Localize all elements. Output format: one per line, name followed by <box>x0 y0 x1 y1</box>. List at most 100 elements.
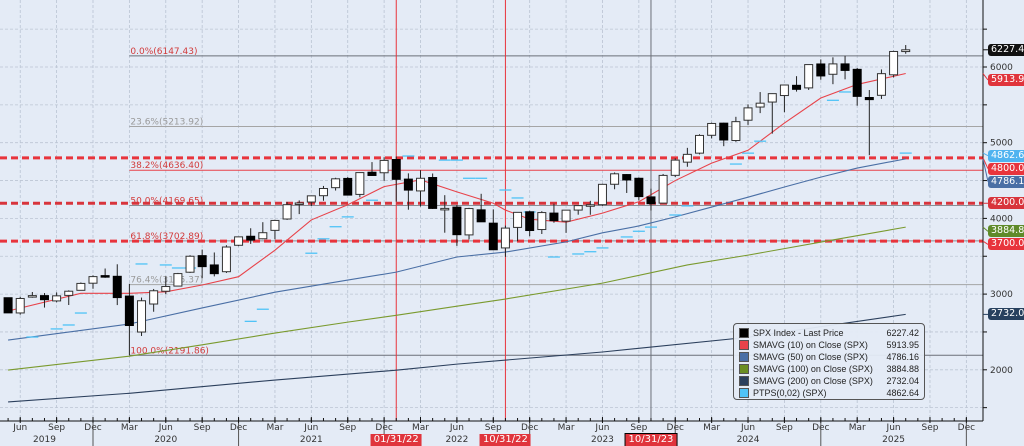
x-month-label: Jun <box>740 423 755 433</box>
candle-body <box>561 209 571 222</box>
candle-body <box>64 290 74 296</box>
price-tag-pointer <box>982 240 989 245</box>
vertical-line-date-label: 01/31/22 <box>370 434 422 446</box>
x-year-label: 2025 <box>882 435 905 445</box>
price-tag: 3884.88 <box>988 225 1024 238</box>
candle-body <box>149 290 159 305</box>
x-month-label: Mar <box>558 423 575 433</box>
candle-body <box>464 208 474 236</box>
legend-name: SMAVG (50) on Close (SPX) <box>753 352 868 362</box>
x-month-label: Sep <box>194 423 211 433</box>
legend-value: 3884.88 <box>886 364 919 374</box>
price-tag: 4200.00 <box>988 197 1024 210</box>
candle-body <box>525 211 535 232</box>
price-tag-pointer <box>982 158 989 182</box>
legend-value: 2732.04 <box>886 376 919 386</box>
x-month-label: Mar <box>849 423 866 433</box>
candle-body <box>343 177 353 196</box>
candle-body <box>137 300 147 333</box>
y-tick-label: 2000 <box>990 366 1013 376</box>
x-year-label: 2023 <box>591 435 614 445</box>
legend-item: PTPS(0,02) (SPX) 4862.64 <box>739 387 919 399</box>
fib-level-label: 100.0%(2191.86) <box>130 346 209 356</box>
candle-body <box>221 246 231 273</box>
candle-body <box>549 212 559 222</box>
candle-body <box>707 122 717 136</box>
candle-body <box>755 102 765 108</box>
candle-body <box>173 273 183 287</box>
price-tag: 4800.00 <box>988 162 1024 175</box>
moving-average-line <box>8 158 906 341</box>
candle-body <box>731 121 741 142</box>
fib-level-label: 23.6%(5213.92) <box>130 118 203 128</box>
legend-name: SMAVG (100) on Close (SPX) <box>753 364 873 374</box>
y-tick-label: 4000 <box>990 214 1013 224</box>
legend-swatch <box>739 328 749 338</box>
candle-body <box>270 219 280 231</box>
candle-body <box>306 195 316 203</box>
x-month-label: Mar <box>412 423 429 433</box>
legend-swatch <box>739 364 749 374</box>
candle-body <box>500 227 510 249</box>
x-year-label: 2021 <box>300 435 323 445</box>
legend-swatch <box>739 388 749 398</box>
x-month-label: Jun <box>594 423 609 433</box>
legend-item: SMAVG (200) on Close (SPX) 2732.04 <box>739 375 919 387</box>
candle-body <box>331 178 341 189</box>
candle-body <box>367 171 377 176</box>
candle-body <box>537 212 547 231</box>
candle-body <box>428 177 438 209</box>
x-month-label: Sep <box>339 423 356 433</box>
x-month-label: Sep <box>776 423 793 433</box>
legend[interactable]: SPX Index - Last Price 6227.42 SMAVG (10)… <box>733 323 925 400</box>
candle-body <box>355 172 365 195</box>
fib-level-label: 50.0%(4169.65) <box>130 197 203 207</box>
price-tag-pointer <box>982 73 989 81</box>
candle-body <box>282 204 292 220</box>
x-month-label: Jun <box>12 423 27 433</box>
candle-body <box>646 196 656 205</box>
legend-value: 5913.95 <box>886 340 919 350</box>
legend-item: SMAVG (50) on Close (SPX) 4786.16 <box>739 351 919 363</box>
candle-body <box>828 63 838 75</box>
x-year-label: 2019 <box>33 435 56 445</box>
candle-body <box>658 174 668 204</box>
y-tick-label: 3000 <box>990 290 1013 300</box>
price-tag: 4862.64 <box>988 149 1024 162</box>
x-month-label: Sep <box>48 423 65 433</box>
x-year-label: 2022 <box>445 435 468 445</box>
x-month-label: Mar <box>703 423 720 433</box>
x-month-label: Jun <box>158 423 173 433</box>
candle-body <box>695 134 704 154</box>
candle-body <box>318 187 328 197</box>
x-year-label: 2020 <box>154 435 177 445</box>
legend-value: 6227.42 <box>886 328 919 338</box>
price-tag: 2732.04 <box>988 308 1024 321</box>
candle-body <box>767 93 777 103</box>
price-tag-pointer <box>982 226 989 232</box>
legend-name: SMAVG (10) on Close (SPX) <box>753 340 868 350</box>
candle-body <box>161 286 171 292</box>
legend-item: SMAVG (100) on Close (SPX) 3884.88 <box>739 363 919 375</box>
candle-body <box>573 205 583 211</box>
legend-name: SPX Index - Last Price <box>753 328 844 338</box>
vertical-line-date-label: 10/31/22 <box>479 434 531 446</box>
candle-body <box>39 295 49 301</box>
legend-swatch <box>739 352 749 362</box>
legend-item: SMAVG (10) on Close (SPX) 5913.95 <box>739 339 919 351</box>
candle-body <box>379 159 389 174</box>
x-month-label: Mar <box>121 423 138 433</box>
candle-body <box>779 84 789 97</box>
price-tag: 5913.95 <box>988 74 1024 86</box>
candle-body <box>476 209 486 223</box>
candle-body <box>403 178 413 191</box>
price-tag: 6227.42 <box>988 43 1024 56</box>
fib-level-label: 61.8%(3702.89) <box>130 232 203 242</box>
x-month-label: Jun <box>886 423 901 433</box>
price-tag-pointer <box>982 157 989 169</box>
y-tick-label: 5000 <box>990 139 1013 149</box>
candle-body <box>440 207 450 211</box>
vertical-line-date-label: 10/31/23 <box>624 433 678 446</box>
candle-body <box>816 63 826 77</box>
x-year-label: 2024 <box>737 435 760 445</box>
